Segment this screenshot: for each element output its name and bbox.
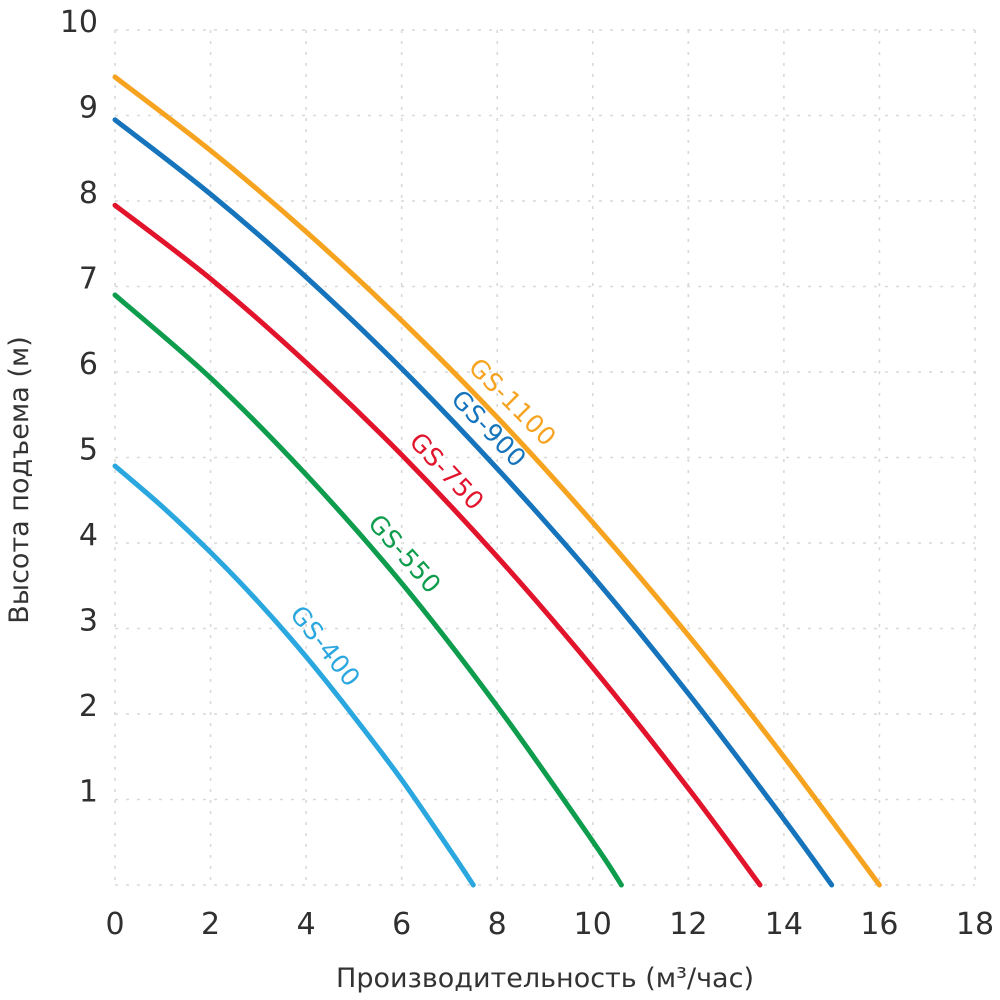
y-tick-label: 4: [79, 518, 98, 553]
y-tick-label: 1: [79, 775, 98, 810]
y-tick-label: 2: [79, 689, 98, 724]
curve-gs-900: [112, 117, 835, 888]
x-axis-title: Производительность (м³/час): [336, 963, 754, 994]
curves-layer: [112, 74, 882, 888]
x-tick-label: 4: [297, 907, 316, 942]
grid-layer: [114, 29, 976, 886]
y-tick-label: 6: [79, 347, 98, 382]
x-tick-label: 14: [765, 907, 803, 942]
y-tick-label: 8: [79, 176, 98, 211]
x-tick-label: 16: [860, 907, 898, 942]
x-tick-label: 10: [574, 907, 612, 942]
x-tick-label: 6: [392, 907, 411, 942]
curve-gs-1100: [112, 74, 882, 888]
y-tick-label: 5: [79, 433, 98, 468]
curve-gs-750: [112, 202, 763, 888]
x-tick-label: 18: [956, 907, 994, 942]
y-tick-label: 7: [79, 262, 98, 297]
x-tick-label: 8: [488, 907, 507, 942]
x-tick-label: 12: [669, 907, 707, 942]
y-axis-title: Высота подъема (м): [4, 336, 35, 624]
x-tick-label: 0: [105, 907, 124, 942]
curve-gs-400: [112, 463, 476, 888]
x-tick-label: 2: [201, 907, 220, 942]
y-tick-label: 10: [60, 5, 98, 40]
y-tick-label: 3: [79, 604, 98, 639]
curve-gs-550: [112, 292, 624, 888]
y-tick-label: 9: [79, 91, 98, 126]
